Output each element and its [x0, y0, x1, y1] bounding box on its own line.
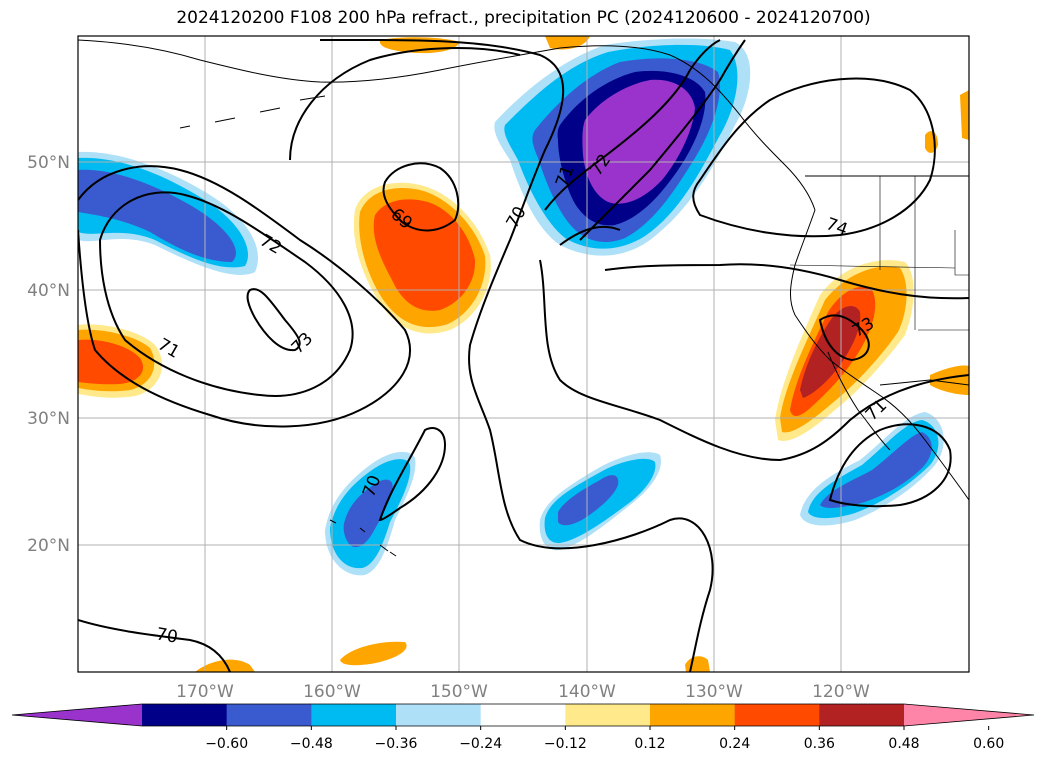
- contour-71-c: [539, 259, 969, 462]
- colorbar-segment: [311, 704, 397, 726]
- contour-label-70-c: 70: [154, 624, 179, 647]
- coastlines: [78, 39, 969, 557]
- contour-70-b: [78, 619, 231, 672]
- anomaly-pos-west-c: [78, 339, 144, 385]
- colorbar-tick-label: −0.60: [205, 736, 248, 752]
- colorbar-tick-label: −0.24: [459, 736, 502, 752]
- colorbar-tick-label: −0.36: [375, 736, 418, 752]
- anomaly-pos-center-c: [373, 199, 476, 311]
- colorbar-segment: [226, 704, 312, 726]
- anomaly-pos-bottom: [195, 659, 255, 672]
- contour-71-d: [828, 423, 952, 508]
- shaded-anomalies: [78, 36, 969, 672]
- colorbar-tick-label: −0.48: [290, 736, 333, 752]
- colorbar-segment: [734, 704, 820, 726]
- plot-area: 69 70 70 70 71 71 71 72 72 73 73 74: [78, 36, 969, 672]
- colorbar-segment: [142, 704, 228, 726]
- contour-74-b: [604, 263, 969, 300]
- plot-frame: [77, 35, 970, 673]
- coastline-alaska: [78, 39, 816, 211]
- map-title: 2024120200 F108 200 hPa refract., precip…: [176, 8, 871, 28]
- colorbar-tick-label: 0.36: [804, 736, 835, 752]
- refractivity-contours: [78, 38, 969, 672]
- colorbar: −0.60 −0.48 −0.36 −0.24 −0.12 0.12 0.24 0.36 0.4…: [11, 703, 1035, 752]
- colorbar-tick-label: 0.48: [888, 736, 919, 752]
- lon-labels: 170°W 160°W 150°W 140°W 130°W 120°W: [176, 682, 870, 702]
- contour-73-b: [818, 314, 870, 362]
- lon-label-120w: 120°W: [812, 682, 870, 702]
- colorbar-segment: [480, 704, 566, 726]
- contour-74: [692, 77, 936, 238]
- colorbar-segment: [819, 704, 905, 726]
- lat-label-30: 30°N: [27, 409, 70, 429]
- colorbar-tick-label: 0.24: [719, 736, 750, 752]
- contour-71-b: [544, 39, 721, 211]
- colorbar-tick-label: 0.12: [634, 736, 665, 752]
- anomaly-neg-west-core: [78, 169, 236, 262]
- lon-label-160w: 160°W: [303, 682, 361, 702]
- anomaly-pos-east3: [960, 90, 969, 140]
- anomaly-pos-southwest: [340, 641, 407, 666]
- lon-label-170w: 170°W: [176, 682, 234, 702]
- contour-71-a: [78, 165, 411, 428]
- coastline-hawaii: [329, 519, 397, 557]
- coastline-islands: [179, 95, 326, 129]
- lat-label-20: 20°N: [27, 536, 70, 556]
- state-lines: [789, 176, 969, 331]
- coastline-baja: [827, 351, 891, 451]
- anomaly-neg-central-c: [343, 479, 393, 548]
- contour-72-b: [579, 39, 746, 241]
- anomaly-neg-south-c: [558, 475, 619, 526]
- colorbar-arrow-low: [12, 704, 142, 726]
- lat-labels: 50°N 40°N 30°N 20°N: [27, 153, 70, 556]
- colorbar-arrow-high: [904, 704, 1034, 726]
- colorbar-outline: [11, 703, 1035, 727]
- anomaly-pos-east: [930, 365, 969, 395]
- graticule: [78, 36, 969, 672]
- lat-label-50: 50°N: [27, 153, 70, 173]
- contour-70-d: [289, 47, 521, 161]
- colorbar-segment: [565, 704, 651, 726]
- contour-70-c: [378, 427, 447, 522]
- contour-72-a: [98, 191, 354, 397]
- contour-69: [382, 162, 460, 232]
- colorbar-segment: [650, 704, 736, 726]
- colorbar-tick-label: −0.12: [544, 736, 587, 752]
- border-us-mexico: [879, 379, 969, 386]
- anomaly-pos-baja-d: [800, 306, 861, 398]
- anomaly-neg-mexico-c: [820, 432, 932, 508]
- colorbar-segment: [396, 704, 482, 726]
- colorbar-tick-label: 0.60: [973, 736, 1004, 752]
- lat-label-40: 40°N: [27, 281, 70, 301]
- lon-label-130w: 130°W: [685, 682, 743, 702]
- lon-label-140w: 140°W: [558, 682, 616, 702]
- anomaly-neg-gulf-e: [582, 79, 695, 204]
- lon-label-150w: 150°W: [430, 682, 488, 702]
- contour-72-c: [559, 225, 621, 246]
- contour-70-a: [319, 38, 714, 672]
- contour-73: [246, 288, 301, 352]
